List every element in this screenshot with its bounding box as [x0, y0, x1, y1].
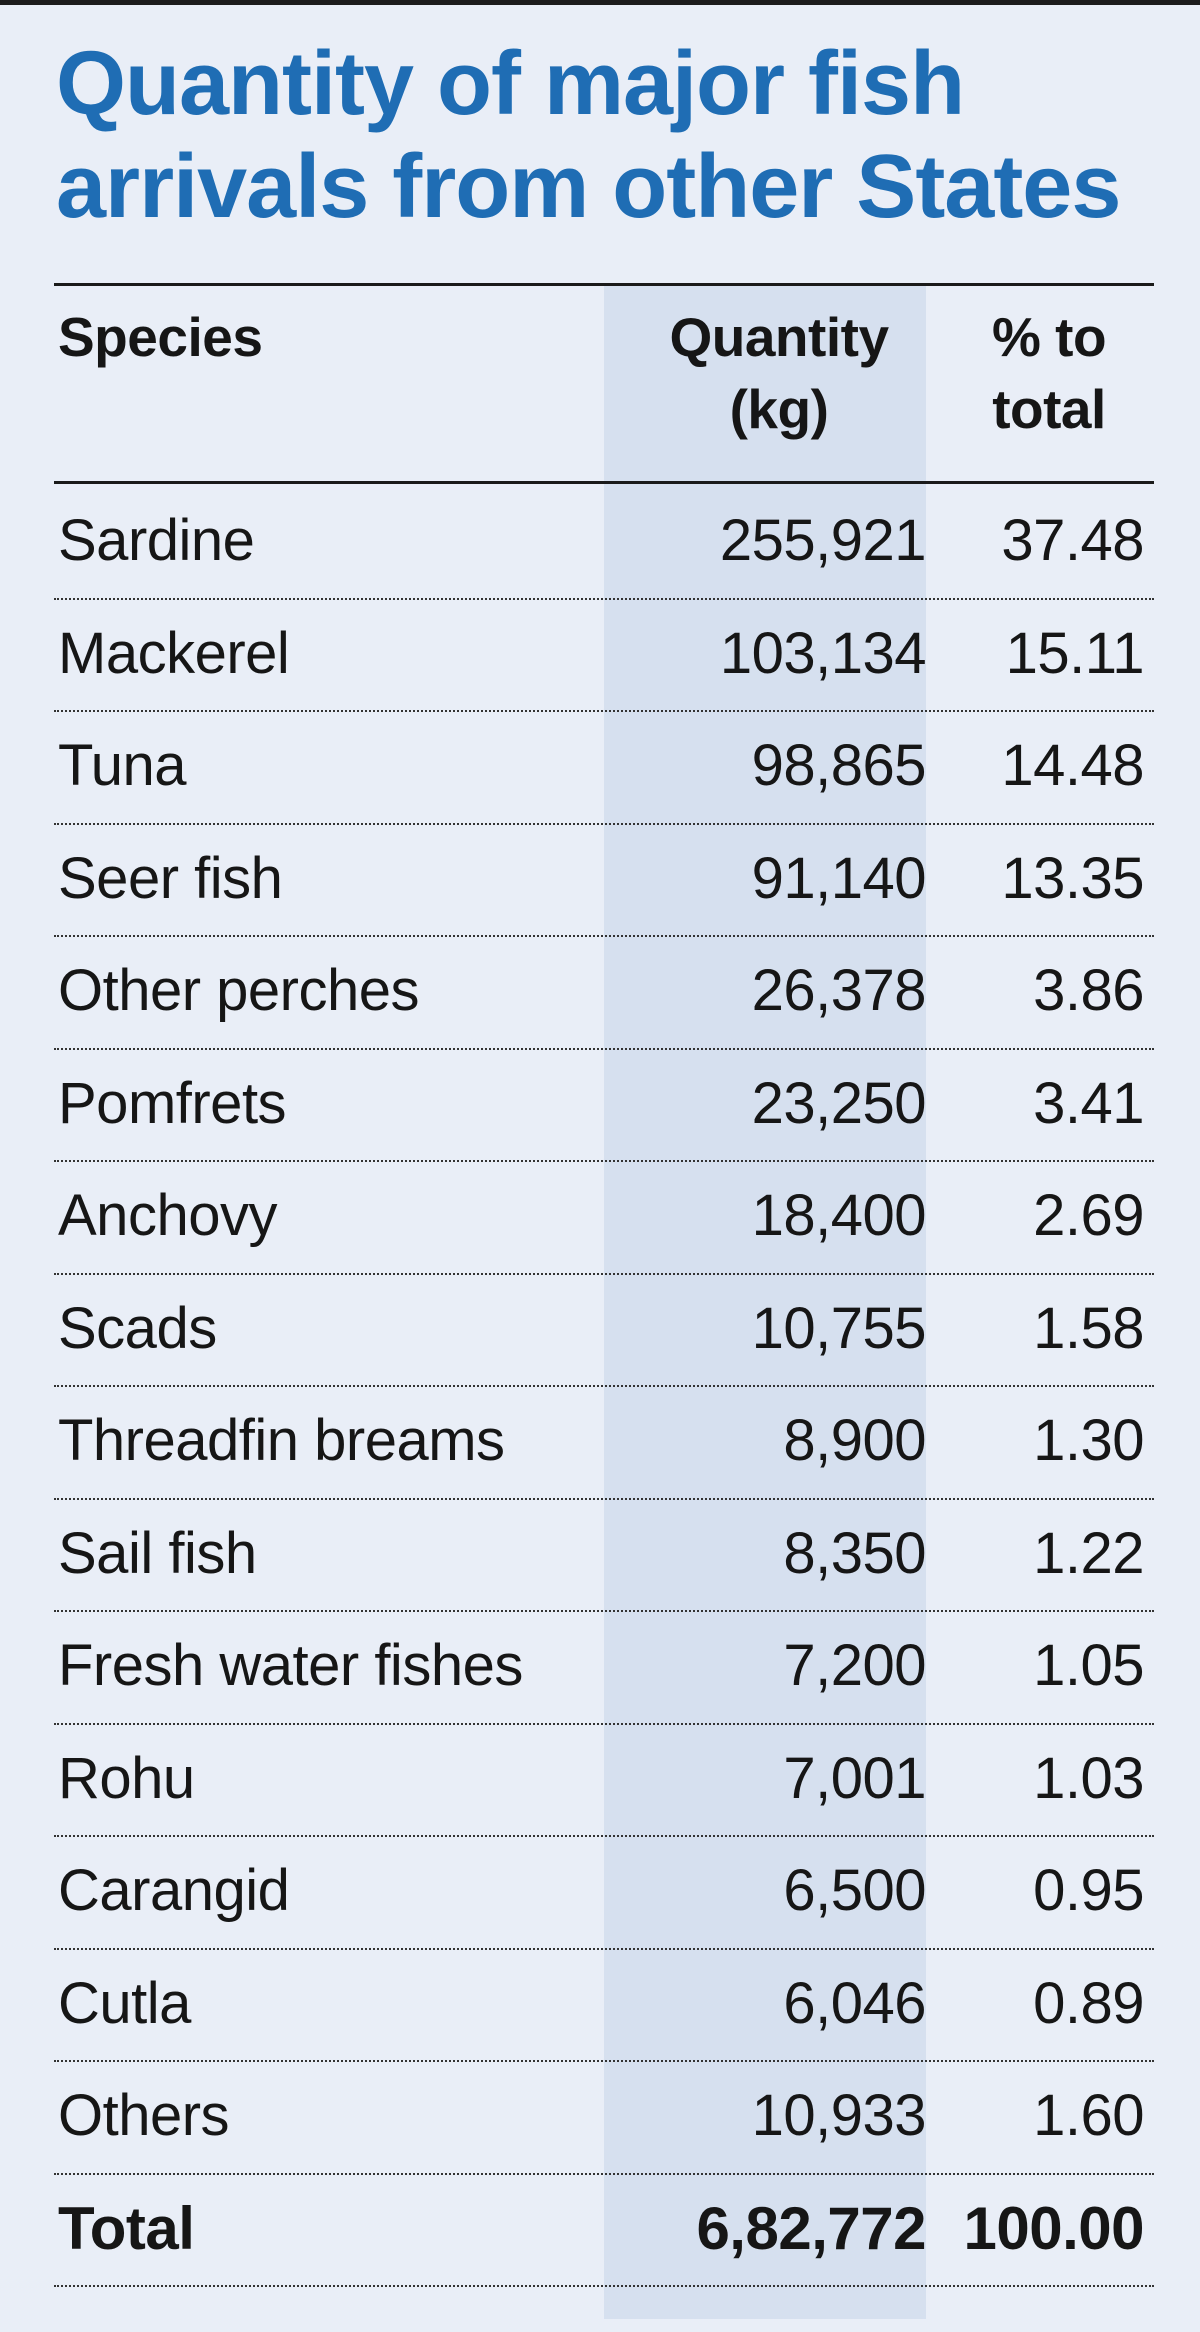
percent-cell: 0.89	[1033, 1970, 1144, 2036]
chart-title-line-1: Quantity of major fish	[56, 34, 965, 134]
row-separator	[54, 597, 1154, 600]
percent-cell: 13.35	[1001, 845, 1144, 911]
row-separator	[54, 1272, 1154, 1275]
percent-cell: 1.03	[1033, 1745, 1144, 1811]
quantity-cell: 98,865	[751, 733, 927, 798]
species-cell: Others	[58, 2083, 230, 2148]
header-quantity: Quantity (kg)	[614, 301, 944, 445]
percent-cell: 37.48	[1001, 508, 1144, 573]
quantity-cell: 7,200	[783, 1633, 926, 1698]
percent-cell: 14.48	[1001, 733, 1144, 798]
header-percent-line-1: % to	[991, 306, 1107, 368]
header-quantity-line-2: (kg)	[729, 378, 829, 440]
quantity-cell: 255,921	[719, 508, 927, 573]
chart-title-line-2: arrivals from other States	[56, 137, 1121, 237]
row-separator	[54, 1160, 1154, 1162]
header-species: Species	[58, 301, 458, 373]
row-separator	[54, 710, 1154, 712]
quantity-cell: 8,900	[783, 1408, 926, 1473]
percent-cell: 0.95	[1033, 1858, 1144, 1923]
percent-cell: 1.05	[1033, 1633, 1144, 1698]
species-cell: Other perches	[58, 958, 420, 1023]
percent-cell: 1.30	[1033, 1408, 1144, 1473]
quantity-cell: 6,500	[783, 1858, 926, 1923]
percent-cell: 2.69	[1033, 1183, 1144, 1248]
chart-title: Quantity of major fish arrivals from oth…	[56, 33, 1176, 239]
percent-cell: 1.60	[1033, 2083, 1144, 2148]
row-separator	[54, 1385, 1154, 1387]
table-bottom-rule	[54, 2285, 1154, 2287]
percent-cell: 15.11	[1005, 620, 1145, 686]
total-percent-cell: 100.00	[963, 2194, 1144, 2262]
species-cell: Sail fish	[58, 1520, 257, 1586]
quantity-cell: 103,134	[719, 620, 927, 686]
quantity-cell: 91,140	[751, 845, 927, 911]
species-cell: Carangid	[58, 1858, 290, 1923]
species-cell: Anchovy	[58, 1183, 277, 1248]
quantity-cell: 10,933	[751, 2083, 927, 2148]
row-separator	[54, 2172, 1154, 2175]
row-separator	[54, 822, 1154, 825]
row-separator	[54, 1835, 1154, 1837]
row-separator	[54, 1947, 1154, 1950]
data-table: Species Quantity (kg) % to total Sardine…	[54, 283, 1154, 2319]
row-separator	[54, 1722, 1154, 1725]
species-cell: Fresh water fishes	[58, 1633, 523, 1698]
species-cell: Tuna	[58, 733, 187, 798]
header-percent: % to total	[944, 301, 1154, 445]
quantity-cell: 6,046	[783, 1970, 926, 2036]
row-separator	[54, 1497, 1154, 1500]
species-cell: Sardine	[58, 508, 255, 573]
quantity-cell: 23,250	[751, 1070, 927, 1136]
total-species-cell: Total	[58, 2194, 195, 2262]
species-cell: Scads	[58, 1295, 217, 1361]
quantity-cell: 8,350	[783, 1520, 926, 1586]
species-cell: Mackerel	[58, 620, 290, 686]
species-cell: Rohu	[58, 1745, 195, 1811]
row-separator	[54, 1047, 1154, 1050]
row-separator	[54, 2060, 1154, 2062]
percent-cell: 1.22	[1033, 1520, 1144, 1586]
row-separator	[54, 1610, 1154, 1612]
quantity-cell: 26,378	[751, 958, 927, 1023]
total-quantity-cell: 6,82,772	[696, 2194, 926, 2262]
percent-cell: 1.58	[1033, 1295, 1144, 1361]
row-separator	[54, 935, 1154, 937]
species-cell: Pomfrets	[58, 1070, 287, 1136]
percent-cell: 3.41	[1033, 1070, 1144, 1136]
species-cell: Cutla	[58, 1970, 191, 2036]
header-bottom-rule	[54, 481, 1154, 484]
header-quantity-line-1: Quantity	[669, 306, 889, 368]
quantity-cell: 7,001	[783, 1745, 926, 1811]
percent-cell: 3.86	[1033, 958, 1144, 1023]
species-cell: Seer fish	[58, 845, 283, 911]
quantity-column-band	[604, 285, 926, 2319]
quantity-cell: 10,755	[751, 1295, 927, 1361]
header-species-label: Species	[58, 306, 263, 368]
quantity-cell: 18,400	[751, 1183, 927, 1248]
header-percent-line-2: total	[992, 378, 1106, 440]
species-cell: Threadfin breams	[58, 1408, 505, 1473]
table-top-rule	[54, 283, 1154, 286]
